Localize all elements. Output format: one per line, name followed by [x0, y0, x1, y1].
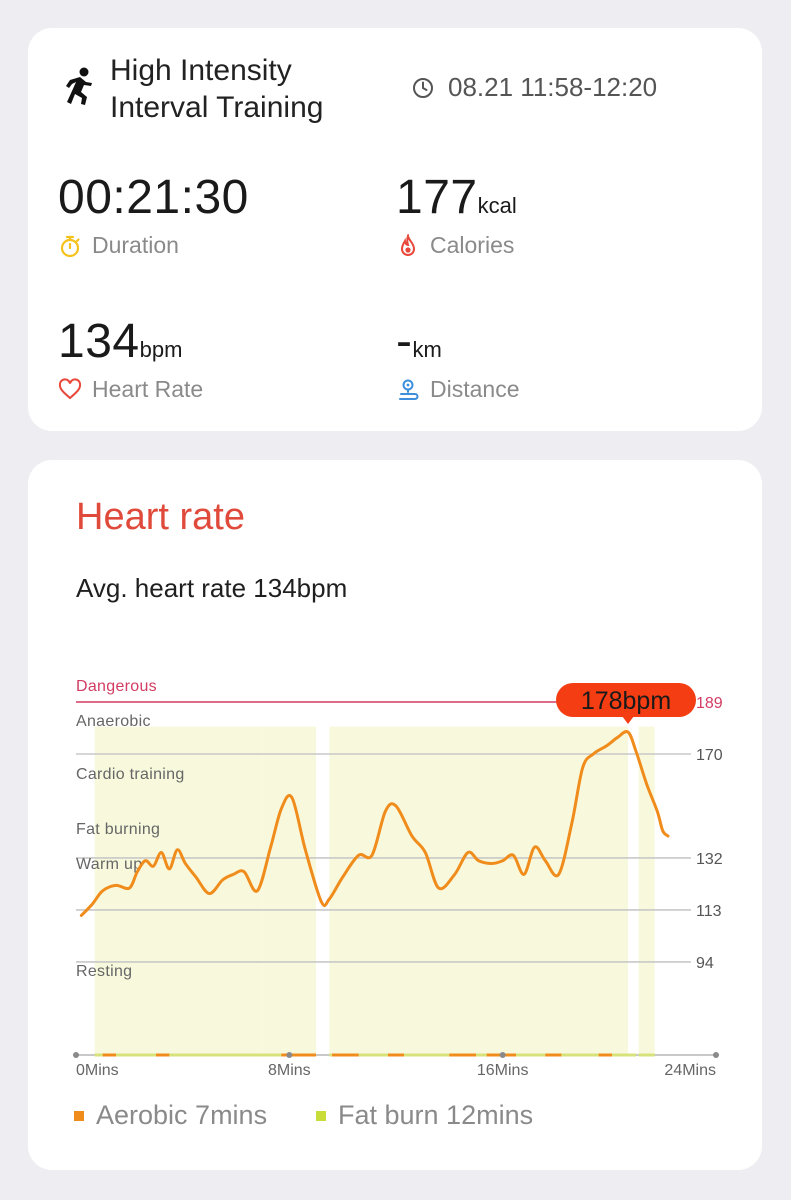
zone-threshold-label-4: 94 — [696, 955, 714, 972]
x-tick-dot-1 — [286, 1052, 293, 1058]
legend-aerobic-label: Aerobic 7mins — [96, 1100, 268, 1130]
heart-rate-label: Heart Rate — [92, 376, 204, 402]
distance-stat: -km Distance — [396, 316, 519, 403]
distance-unit: km — [412, 337, 442, 362]
active-fill-3 — [612, 726, 628, 1055]
workout-summary-card: High Intensity Interval Training 08.21 1… — [28, 28, 762, 431]
calories-stat: 177kcal Calories — [396, 172, 517, 259]
x-tick-label-1: 8Mins — [268, 1062, 311, 1079]
active-fill-1 — [262, 726, 316, 1055]
legend-aerobic: Aerobic 7mins — [74, 1100, 267, 1131]
active-fill-0 — [94, 726, 263, 1055]
zone-label-2: Cardio training — [76, 766, 185, 783]
x-tick-dot-2 — [499, 1052, 506, 1058]
zone-label-0: Dangerous — [76, 678, 157, 695]
x-tick-label-2: 16Mins — [477, 1062, 529, 1079]
x-tick-dot-0 — [73, 1052, 79, 1058]
active-fill-4 — [638, 726, 655, 1055]
heart-rate-line — [79, 730, 670, 917]
workout-time-range: 08.21 11:58-12:20 — [412, 72, 657, 103]
duration-stat: 00:21:30 Duration — [58, 172, 249, 259]
runner-icon — [66, 67, 92, 105]
zone-label-1: Anaerobic — [76, 713, 151, 730]
heart-rate-chart[interactable]: 189 Dangerous 170 Anaerobic 132 Cardio traini… — [28, 460, 762, 1100]
distance-label: Distance — [430, 376, 520, 402]
clock-icon — [413, 77, 433, 98]
calories-label: Calories — [430, 232, 515, 258]
zone-threshold-label-3: 113 — [696, 903, 722, 920]
heart-rate-title: Heart rate — [76, 496, 245, 538]
legend-aerobic-swatch — [74, 1110, 84, 1121]
zone-label-3: Fat burning — [76, 821, 160, 838]
calories-value: 177 — [396, 171, 478, 224]
legend-fat-burn-swatch — [316, 1110, 326, 1121]
max-hr-tooltip-pointer — [622, 716, 634, 724]
zone-threshold-label-0: 189 — [696, 695, 723, 712]
heart-icon — [58, 377, 82, 399]
heart-rate-card: Heart rate Avg. heart rate 134bpm 189 Dan… — [28, 460, 762, 1170]
legend-fat-burn: Fat burn 12mins — [316, 1100, 533, 1131]
workout-title-line2: Interval Training — [110, 91, 324, 124]
x-tick-label-0: 0Mins — [76, 1062, 119, 1079]
zone-threshold-label-2: 132 — [696, 851, 723, 868]
duration-value: 00:21:30 — [58, 171, 249, 224]
workout-title: High Intensity Interval Training — [110, 52, 323, 126]
active-fill-2 — [329, 726, 612, 1055]
zone-label-4: Warm up — [76, 856, 142, 873]
time-range-text: 08.21 11:58-12:20 — [448, 72, 658, 102]
max-hr-tooltip-text: 178bpm — [581, 687, 671, 715]
distance-value: - — [396, 315, 413, 368]
heart-rate-unit: bpm — [139, 337, 183, 362]
zone-label-5: Resting — [76, 963, 132, 980]
x-tick-label-3: 24Mins — [664, 1062, 716, 1079]
x-tick-dot-3 — [713, 1052, 719, 1058]
avg-heart-rate: Avg. heart rate 134bpm — [76, 573, 348, 603]
zone-threshold-label-1: 170 — [696, 747, 723, 764]
calories-unit: kcal — [477, 193, 517, 218]
flame-icon — [400, 233, 416, 256]
workout-title-line1: High Intensity — [110, 54, 292, 87]
route-pin-icon — [399, 379, 419, 400]
duration-label: Duration — [92, 232, 179, 258]
heart-rate-stat: 134bpm Heart Rate — [58, 316, 203, 403]
stopwatch-icon — [60, 235, 80, 257]
max-hr-tooltip-bg — [556, 683, 696, 717]
legend-fat-burn-label: Fat burn 12mins — [338, 1100, 534, 1130]
heart-rate-value: 134 — [58, 315, 140, 368]
